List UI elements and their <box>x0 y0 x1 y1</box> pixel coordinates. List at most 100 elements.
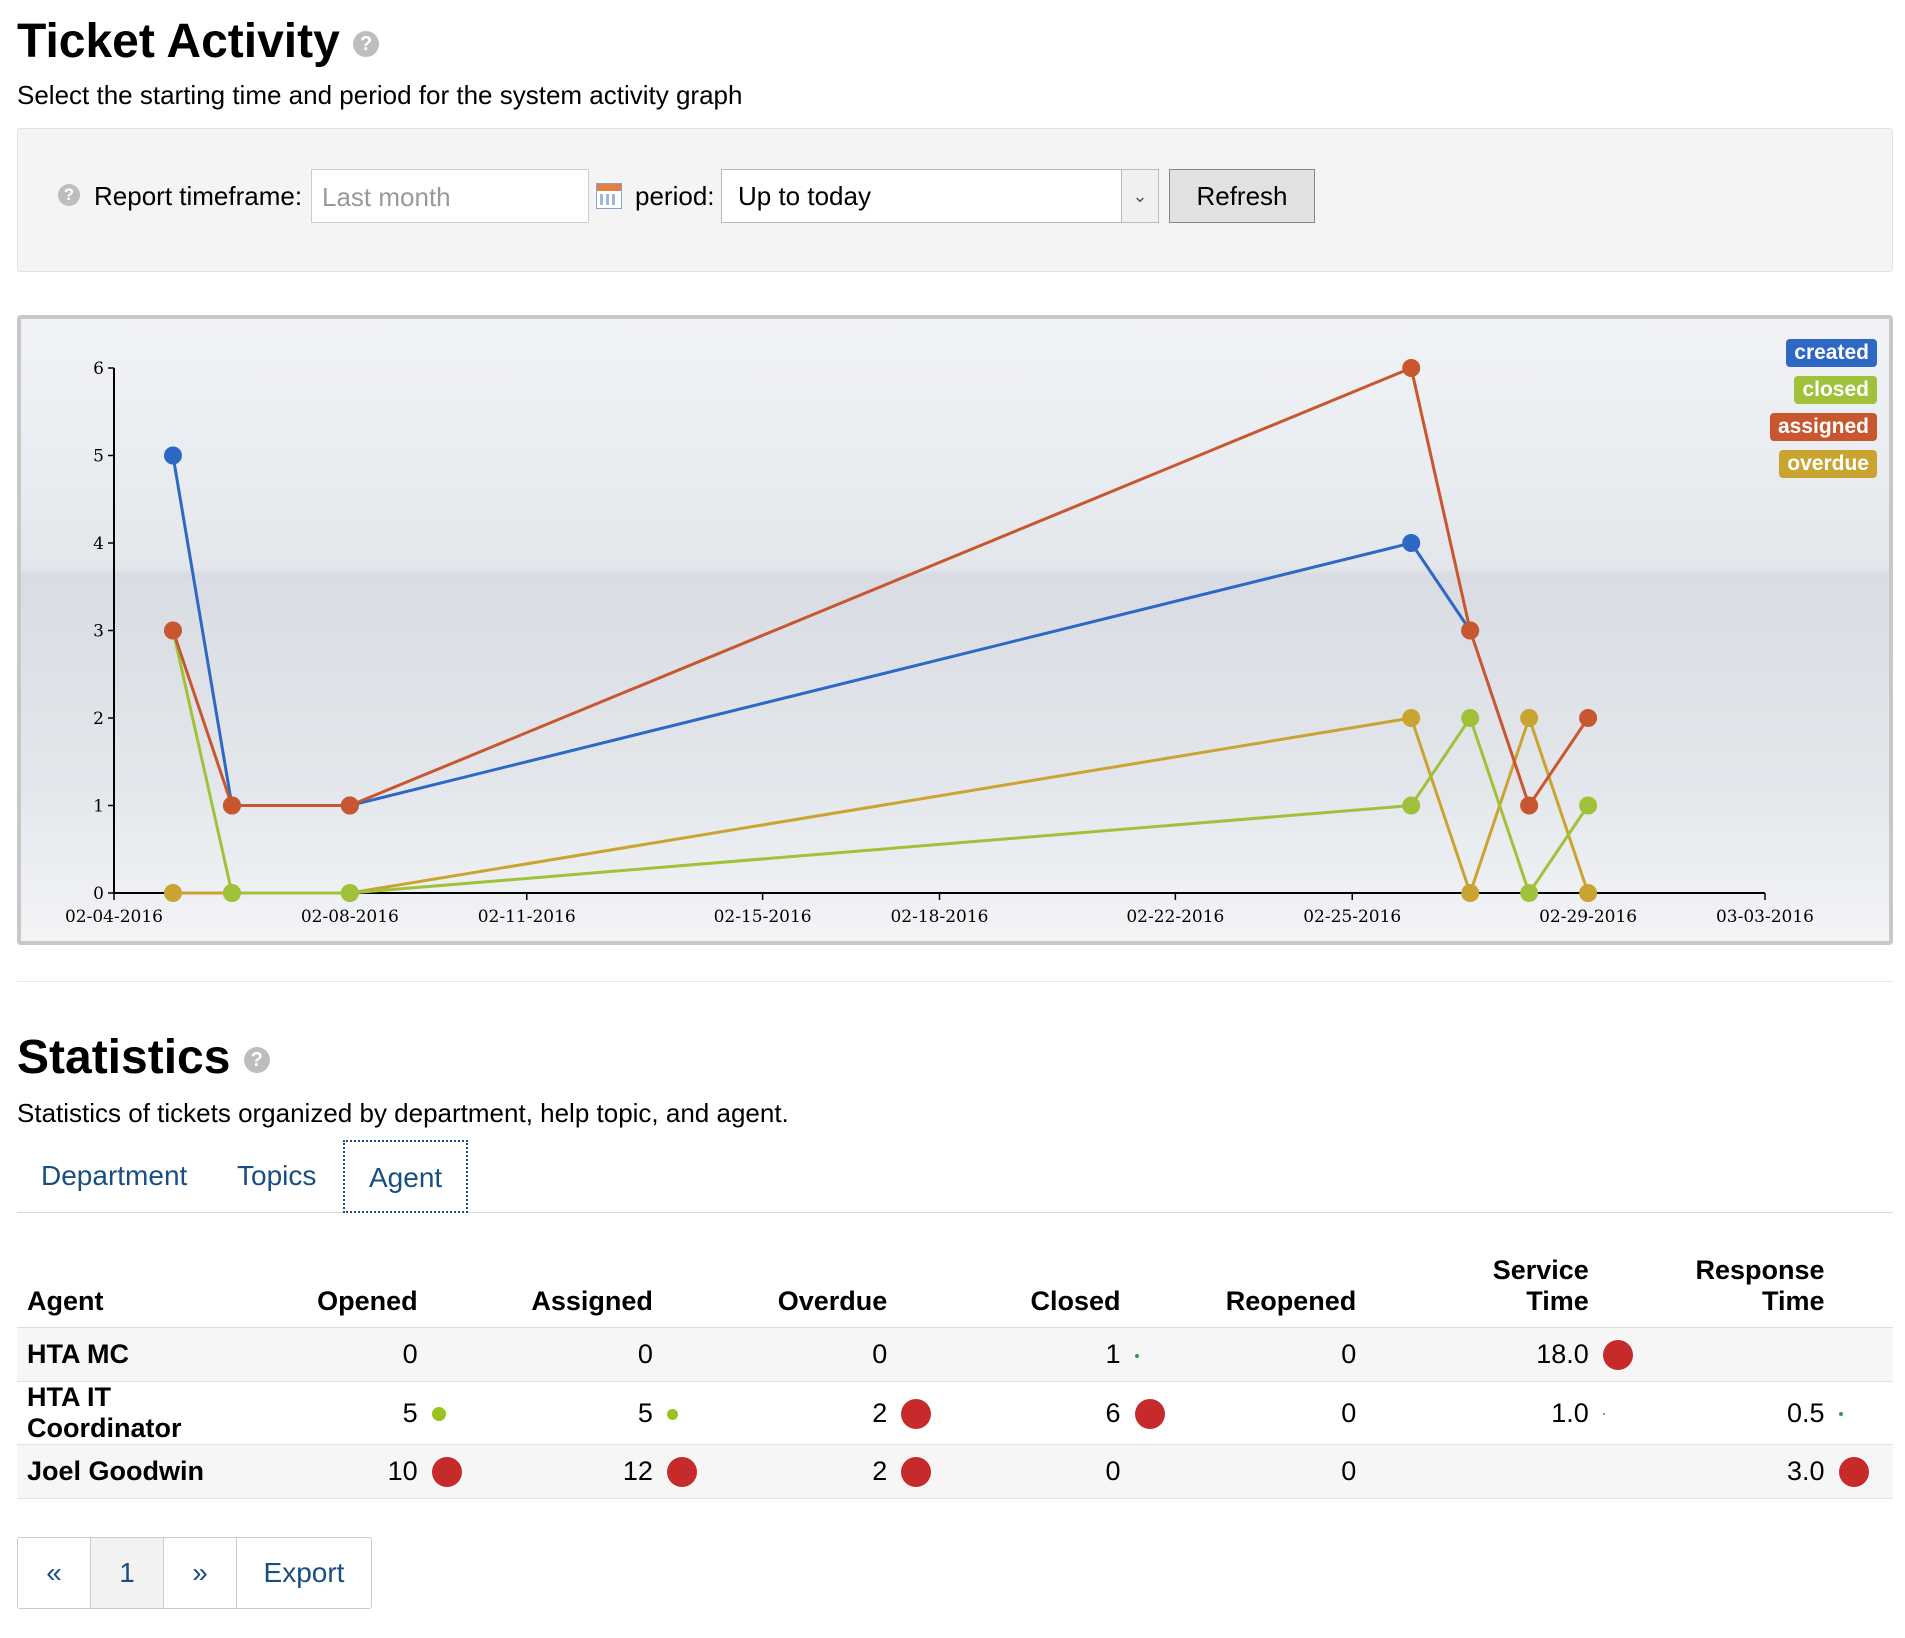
indicator-dot-icon <box>901 1457 932 1488</box>
col-response-time[interactable]: Response Time <box>1657 1255 1825 1328</box>
legend-item-closed[interactable]: closed <box>1794 376 1877 404</box>
table-header-row: Agent Opened Assigned Overdue Closed Reo… <box>17 1255 1893 1328</box>
calendar-icon[interactable] <box>596 183 622 209</box>
pager-page-1[interactable]: 1 <box>91 1538 164 1608</box>
agent-stats-body: HTA MC 0 0 0 1 0 18.0 HTA IT Coordinator 5 5 2 6 0 1.… <box>17 1327 1893 1499</box>
indicator-cell <box>1588 1327 1658 1382</box>
activity-chart-svg: 0 1 2 3 4 5 6 02-04-2016 02-08-2016 02-11-2016 02-… <box>65 359 1814 927</box>
cell-overdue: 0 <box>721 1327 888 1382</box>
indicator-cell <box>652 1444 722 1499</box>
indicator-cell <box>887 1381 956 1445</box>
help-icon[interactable]: ? <box>58 184 80 206</box>
activity-chart: 0 1 2 3 4 5 6 02-04-2016 02-08-2016 02-11-2016 02-… <box>17 315 1893 945</box>
x-tick-label: 02-04-2016 <box>65 907 163 927</box>
data-point-assigned <box>163 621 182 640</box>
tab-agent[interactable]: Agent <box>343 1140 469 1213</box>
y-tick-label: 5 <box>93 447 104 467</box>
page-title-text: Ticket Activity <box>17 15 340 68</box>
period-select-value: Up to today <box>738 181 871 211</box>
help-icon[interactable]: ? <box>243 1047 270 1074</box>
indicator-dot-icon <box>1602 1340 1633 1371</box>
agent-stats-table: Agent Opened Assigned Overdue Closed Reo… <box>17 1255 1893 1499</box>
timeframe-input[interactable]: Last month <box>311 169 589 223</box>
indicator-cell <box>1824 1381 1893 1445</box>
stats-tabs: Department Topics Agent <box>17 1140 1893 1213</box>
indicator-cell <box>1356 1327 1423 1382</box>
page-subtitle: Select the starting time and period for … <box>17 80 743 110</box>
cell-opened: 10 <box>261 1444 418 1499</box>
stats-title: Statistics ? <box>17 1030 270 1085</box>
cell-response-time: 3.0 <box>1657 1444 1825 1499</box>
legend-item-assigned[interactable]: assigned <box>1769 413 1877 441</box>
cell-assigned: 12 <box>486 1444 653 1499</box>
col-overdue[interactable]: Overdue <box>721 1255 888 1328</box>
indicator-cell <box>652 1327 722 1382</box>
indicator-cell <box>1824 1444 1893 1499</box>
data-point-overdue <box>1579 884 1598 902</box>
cell-overdue: 2 <box>721 1381 888 1445</box>
cell-assigned: 0 <box>486 1327 653 1382</box>
x-tick-label: 02-15-2016 <box>714 907 812 927</box>
series-line-overdue <box>172 713 1590 898</box>
x-tick-label: 02-08-2016 <box>301 907 399 927</box>
data-point-assigned <box>1402 359 1421 377</box>
indicator-cell <box>1588 1381 1658 1445</box>
y-tick-label: 3 <box>93 622 104 642</box>
pager-prev-button[interactable]: « <box>18 1538 91 1608</box>
legend-item-overdue[interactable]: overdue <box>1779 450 1877 478</box>
cell-opened: 0 <box>261 1327 418 1382</box>
col-closed[interactable]: Closed <box>955 1255 1121 1328</box>
col-reopened[interactable]: Reopened <box>1188 1255 1357 1328</box>
tab-topics[interactable]: Topics <box>237 1160 317 1191</box>
stats-title-text: Statistics <box>17 1031 231 1084</box>
help-icon[interactable]: ? <box>353 31 380 58</box>
indicator-dot-icon <box>901 1398 932 1429</box>
indicator-dot-icon <box>666 1408 678 1420</box>
y-tick-label: 2 <box>93 709 104 729</box>
data-point-assigned <box>1579 709 1598 727</box>
col-agent[interactable]: Agent <box>17 1255 262 1328</box>
indicator-dot-icon <box>1134 1353 1139 1358</box>
data-point-overdue <box>163 884 182 902</box>
indicator-cell <box>1120 1381 1189 1445</box>
col-service-time[interactable]: Service Time <box>1422 1255 1589 1328</box>
pager-next-button[interactable]: » <box>164 1538 237 1608</box>
table-row: Joel Goodwin 10 12 2 0 0 3.0 <box>17 1444 1893 1499</box>
indicator-cell <box>887 1444 956 1499</box>
indicator-cell <box>417 1327 486 1382</box>
chart-legend: created closed assigned overdue <box>1769 339 1877 487</box>
data-point-closed <box>1579 796 1598 815</box>
period-label: period: <box>635 181 715 211</box>
period-select[interactable]: Up to today ⌄ <box>721 169 1159 223</box>
col-assigned[interactable]: Assigned <box>486 1255 653 1328</box>
data-point-overdue <box>1402 709 1421 727</box>
series-line-assigned <box>171 365 1590 809</box>
cell-reopened: 0 <box>1188 1327 1357 1382</box>
legend-item-created[interactable]: created <box>1786 339 1877 367</box>
pagination: « 1 » Export <box>17 1537 372 1609</box>
refresh-button[interactable]: Refresh <box>1169 169 1315 223</box>
data-point-assigned <box>340 796 359 815</box>
cell-response-time: 0.5 <box>1657 1381 1825 1445</box>
col-service-time-label: Service Time <box>1492 1255 1589 1316</box>
export-button[interactable]: Export <box>263 1557 345 1588</box>
tab-department[interactable]: Department <box>41 1160 188 1191</box>
chevron-down-icon[interactable]: ⌄ <box>1121 170 1158 222</box>
indicator-cell <box>417 1444 486 1499</box>
cell-closed: 0 <box>955 1444 1121 1499</box>
x-tick-label: 02-29-2016 <box>1539 907 1637 927</box>
x-tick-label: 02-22-2016 <box>1126 907 1224 927</box>
col-opened[interactable]: Opened <box>261 1255 418 1328</box>
series-line-closed <box>171 630 1590 897</box>
filter-panel: ? Report timeframe: Last month period: U… <box>17 128 1893 272</box>
table-row: HTA IT Coordinator 5 5 2 6 0 1.0 0.5 <box>17 1381 1893 1445</box>
cell-service-time <box>1422 1444 1589 1499</box>
y-tick-label: 6 <box>93 359 104 379</box>
indicator-dot-icon <box>431 1407 446 1422</box>
data-point-assigned <box>1520 796 1539 815</box>
cell-closed: 1 <box>955 1327 1121 1382</box>
cell-overdue: 2 <box>721 1444 888 1499</box>
timeframe-label: Report timeframe: <box>94 181 303 211</box>
indicator-dot-icon <box>431 1457 462 1488</box>
data-point-closed <box>1520 884 1539 902</box>
